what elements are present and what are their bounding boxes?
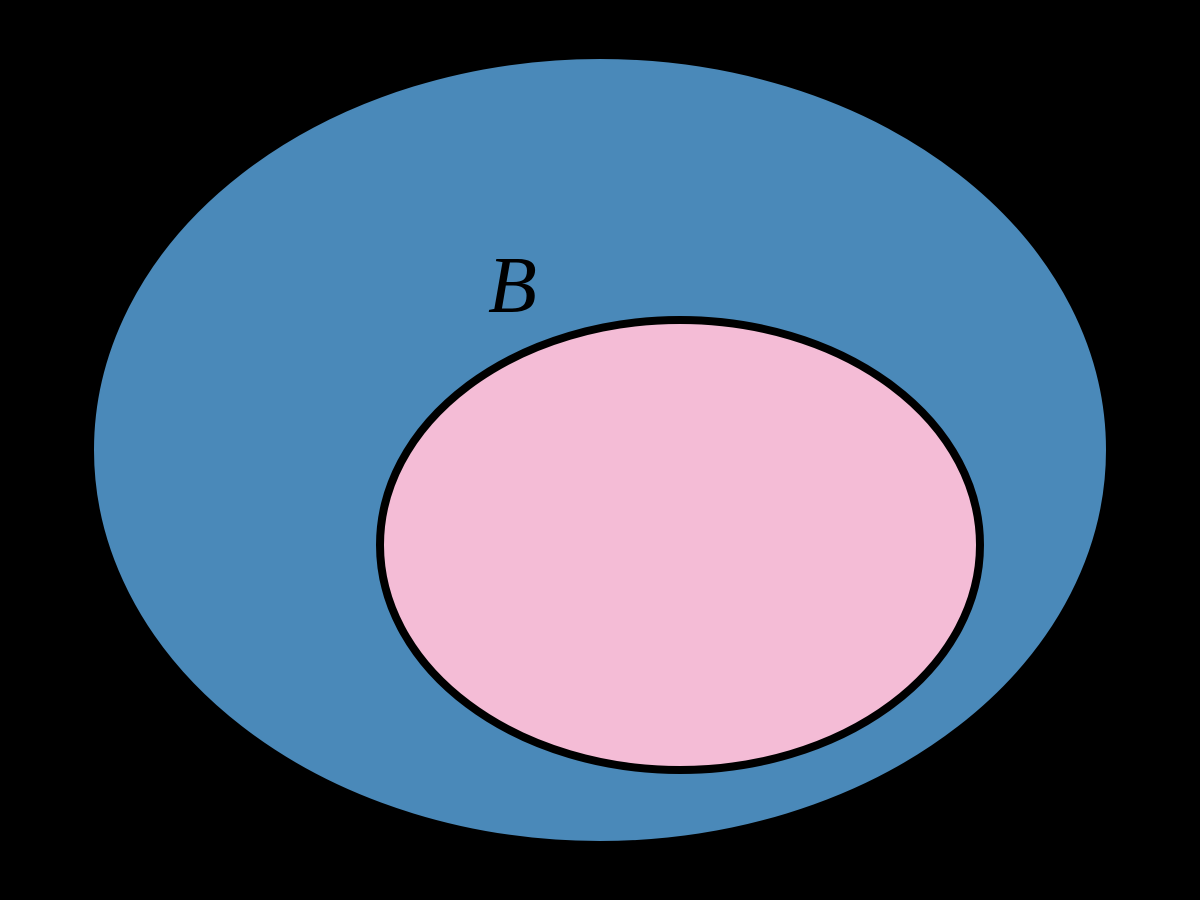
venn-diagram-svg: B: [0, 0, 1200, 900]
inner-set-ellipse: [380, 320, 980, 770]
diagram-canvas: B: [0, 0, 1200, 900]
set-label-b: B: [488, 242, 537, 330]
